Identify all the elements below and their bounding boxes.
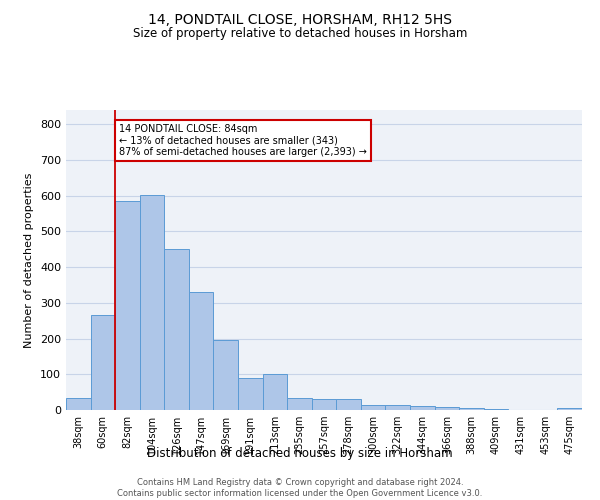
Bar <box>361 404 385 410</box>
Text: 14, PONDTAIL CLOSE, HORSHAM, RH12 5HS: 14, PONDTAIL CLOSE, HORSHAM, RH12 5HS <box>148 12 452 26</box>
Bar <box>238 378 263 410</box>
Bar <box>336 400 361 410</box>
Bar <box>164 250 189 410</box>
Y-axis label: Number of detached properties: Number of detached properties <box>25 172 34 348</box>
Text: Distribution of detached houses by size in Horsham: Distribution of detached houses by size … <box>147 448 453 460</box>
Text: Size of property relative to detached houses in Horsham: Size of property relative to detached ho… <box>133 28 467 40</box>
Bar <box>189 292 214 410</box>
Text: Contains HM Land Registry data © Crown copyright and database right 2024.
Contai: Contains HM Land Registry data © Crown c… <box>118 478 482 498</box>
Bar <box>66 398 91 410</box>
Bar <box>410 406 434 410</box>
Bar <box>214 340 238 410</box>
Bar <box>115 201 140 410</box>
Bar <box>263 374 287 410</box>
Bar <box>459 408 484 410</box>
Bar <box>385 406 410 410</box>
Bar <box>287 398 312 410</box>
Bar <box>434 407 459 410</box>
Bar <box>557 408 582 410</box>
Bar <box>91 316 115 410</box>
Bar <box>312 398 336 410</box>
Bar <box>484 409 508 410</box>
Bar <box>140 195 164 410</box>
Text: 14 PONDTAIL CLOSE: 84sqm
← 13% of detached houses are smaller (343)
87% of semi-: 14 PONDTAIL CLOSE: 84sqm ← 13% of detach… <box>119 124 367 158</box>
